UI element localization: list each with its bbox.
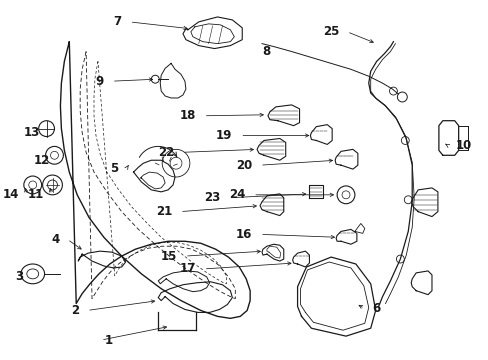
Text: 18: 18 [179,109,195,122]
Text: 14: 14 [2,188,19,201]
Text: 8: 8 [262,45,270,58]
Text: 6: 6 [372,302,380,315]
Text: 7: 7 [113,15,122,28]
Text: 21: 21 [156,205,172,218]
Text: 23: 23 [204,191,220,204]
Text: 3: 3 [15,270,23,283]
Text: 12: 12 [33,154,49,167]
Text: 25: 25 [322,25,338,38]
Text: 16: 16 [235,228,252,241]
Text: 1: 1 [104,334,113,347]
Text: 17: 17 [179,262,195,275]
Text: 22: 22 [158,146,174,159]
Text: 9: 9 [96,75,103,88]
Text: 4: 4 [51,233,60,246]
Text: 15: 15 [161,249,177,262]
Text: 11: 11 [27,188,43,201]
Text: 10: 10 [455,139,471,152]
Text: 5: 5 [110,162,119,175]
Text: 2: 2 [71,304,79,317]
Text: 24: 24 [228,188,244,201]
Text: 19: 19 [216,129,232,142]
Text: 20: 20 [235,159,252,172]
Text: 13: 13 [23,126,40,139]
